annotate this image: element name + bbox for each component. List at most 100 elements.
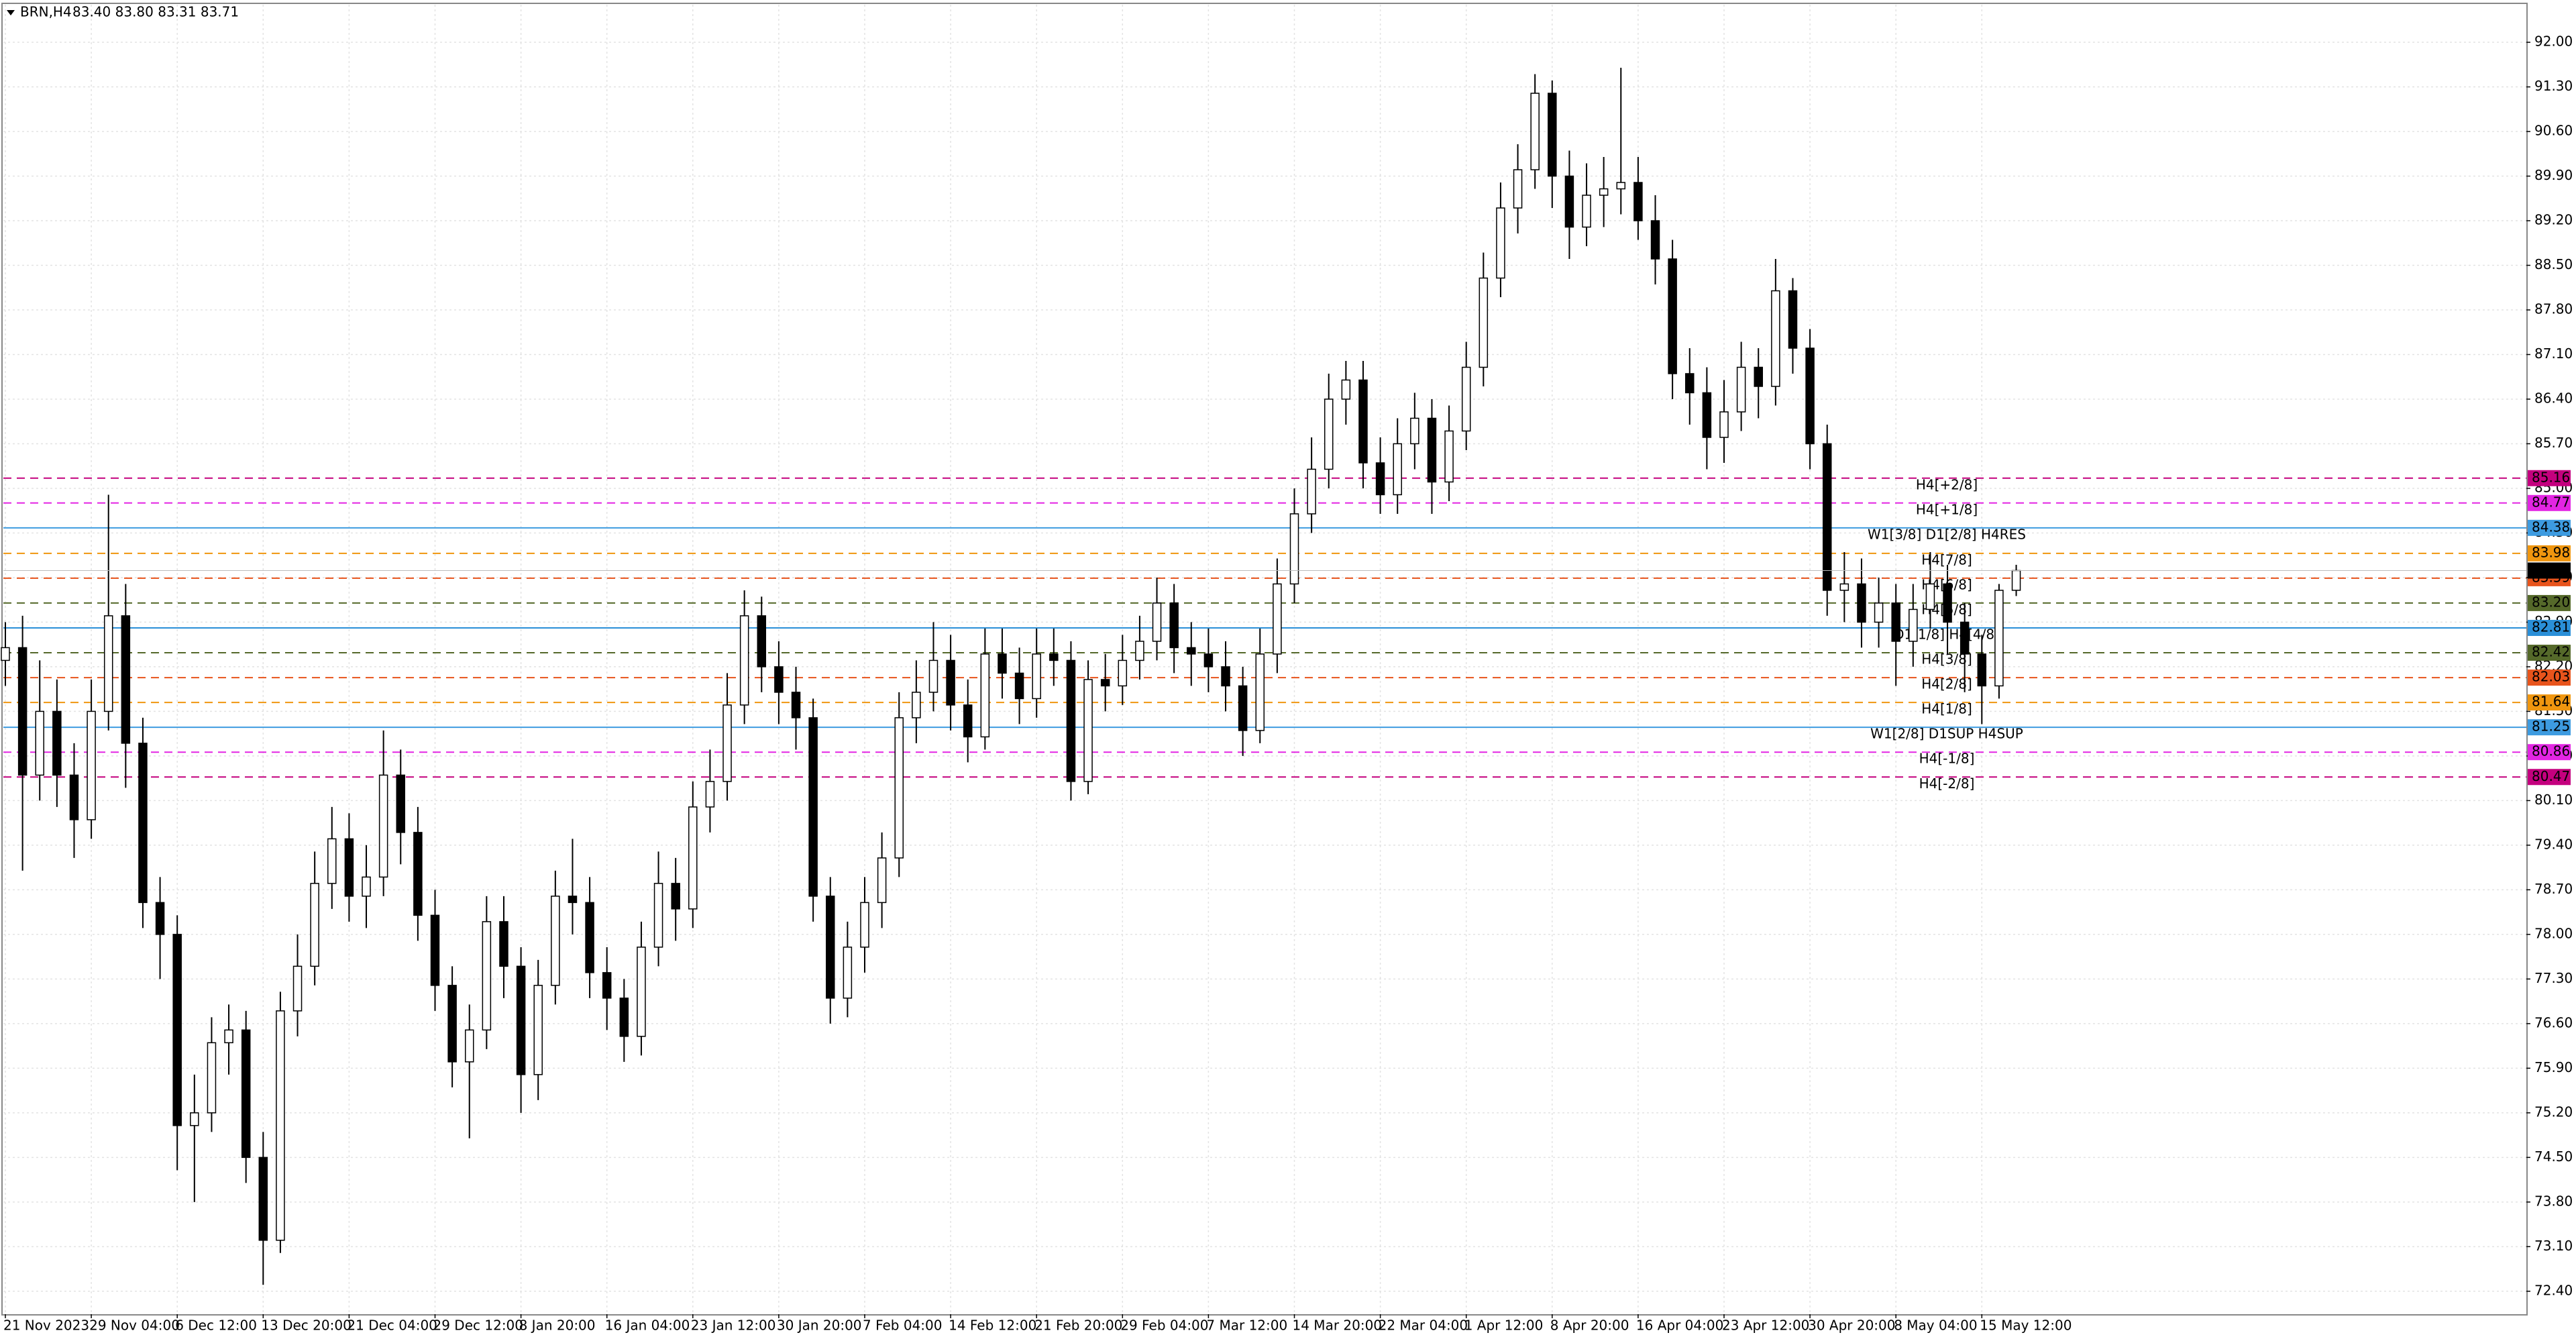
level-name: H4[2/8] — [1921, 676, 1972, 692]
candle-body — [447, 985, 457, 1063]
candle-body — [516, 965, 526, 1075]
x-tick-label: 29 Feb 04:00 — [1120, 1318, 1208, 1334]
y-tick-label: 90.60 — [2534, 123, 2573, 139]
candle-body — [1444, 430, 1454, 483]
candle-body — [87, 710, 96, 820]
candle-body — [877, 857, 887, 904]
candle-body — [1582, 195, 1591, 228]
candle-body — [1736, 366, 1746, 413]
level-tag-label: 82.03 — [2532, 669, 2570, 685]
candle-body — [190, 1112, 199, 1126]
candle-body — [1839, 583, 1849, 591]
y-tick-label: 74.50 — [2534, 1148, 2573, 1165]
level-tag — [2528, 769, 2571, 786]
y-tick-label: 72.40 — [2534, 1282, 2573, 1298]
candle-body — [499, 921, 508, 967]
candle-body — [224, 1029, 233, 1044]
candle-body — [1994, 590, 2004, 687]
candle-body — [155, 902, 165, 935]
candle-body — [585, 902, 594, 973]
level-name: H4[+2/8] — [1916, 476, 1978, 492]
candle-body — [276, 1010, 285, 1241]
candle-body — [1307, 468, 1316, 515]
x-tick-label: 15 May 12:00 — [1980, 1318, 2072, 1334]
level-tag — [2528, 670, 2571, 686]
symbol-title: BRN,H4 — [20, 4, 72, 20]
candle-body — [1909, 608, 1918, 642]
x-tick-label: 30 Jan 20:00 — [777, 1318, 862, 1334]
candle-body — [1822, 443, 1832, 591]
y-tick-label: 73.10 — [2534, 1238, 2573, 1254]
x-tick-label: 23 Apr 12:00 — [1722, 1318, 1809, 1334]
price-axis: 92.00 91.30 90.60 89.90 89.20 88.50 87.80 87.10… — [3, 34, 2573, 1334]
candle-body — [1203, 653, 1214, 667]
candle-body — [258, 1157, 268, 1241]
x-tick-label: 21 Dec 04:00 — [347, 1318, 437, 1334]
candle-body — [894, 717, 904, 859]
candle-body — [757, 615, 767, 667]
level-name: H4[+1/8] — [1916, 501, 1978, 517]
candle-body — [1719, 411, 1729, 438]
candle-body — [1341, 379, 1351, 400]
candle-body — [1479, 277, 1489, 368]
x-tick-label: 16 Jan 04:00 — [605, 1318, 690, 1334]
candle-body — [568, 896, 578, 904]
candle-body — [1273, 583, 1282, 655]
candle-body — [1255, 653, 1265, 731]
candle-body — [1066, 659, 1076, 782]
level-tag-label: 82.81 — [2532, 619, 2570, 635]
y-tick-label: 87.80 — [2534, 301, 2573, 317]
candle-body — [688, 806, 698, 910]
candle-body — [791, 692, 801, 718]
x-tick-label: 16 Apr 04:00 — [1636, 1318, 1723, 1334]
candle-body — [1874, 602, 1884, 623]
x-tick-label: 14 Feb 12:00 — [949, 1318, 1036, 1334]
candle-body — [413, 832, 423, 916]
y-tick-label: 91.30 — [2534, 78, 2573, 94]
candle-body — [1358, 379, 1368, 464]
candle-body — [1152, 602, 1162, 642]
x-tick-label: 22 Mar 04:00 — [1379, 1318, 1468, 1334]
candle-body — [327, 838, 337, 884]
candle-body — [722, 704, 732, 782]
candle-body — [1891, 602, 1900, 642]
candle-body — [1857, 583, 1866, 623]
level-tag — [2528, 494, 2571, 511]
x-tick-label: 13 Dec 20:00 — [261, 1318, 352, 1334]
x-tick-label: 1 Apr 12:00 — [1464, 1318, 1544, 1334]
y-tick-label: 89.20 — [2534, 212, 2573, 228]
candle-body — [482, 921, 492, 1031]
candle-body — [207, 1042, 217, 1114]
candle-body — [430, 914, 440, 986]
candle-body — [533, 985, 543, 1075]
candle-body — [1427, 417, 1437, 483]
y-tick-label: 87.10 — [2534, 345, 2573, 362]
candle-body — [1, 647, 10, 661]
level-tag-label: 83.20 — [2532, 594, 2570, 610]
level-tag-label: 80.47 — [2532, 768, 2570, 784]
level-tag — [2528, 719, 2571, 736]
level-tag-label: 83.98 — [2532, 544, 2570, 560]
candle-body — [1169, 602, 1179, 649]
candle-body — [860, 902, 869, 948]
candle-body — [1375, 462, 1385, 496]
candle-body — [1049, 653, 1059, 661]
candle-body — [35, 710, 44, 776]
level-tag — [2528, 594, 2571, 611]
candle-body — [1925, 583, 1935, 610]
x-tick-label: 8 Apr 20:00 — [1550, 1318, 1629, 1334]
candle-body — [138, 743, 148, 904]
level-tag-label: 82.42 — [2532, 644, 2570, 660]
candle-body — [637, 947, 646, 1037]
candle-body — [843, 947, 853, 999]
candle-body — [1083, 679, 1093, 782]
candle-body — [1650, 220, 1660, 260]
level-name: H4[-1/8] — [1919, 751, 1975, 767]
candle-body — [963, 704, 973, 738]
candle-body — [998, 653, 1007, 674]
candle-body — [1616, 182, 1626, 190]
candle-body — [103, 615, 113, 712]
candle-body — [464, 1029, 474, 1063]
candle-body — [826, 896, 835, 999]
x-tick-label: 29 Dec 12:00 — [433, 1318, 524, 1334]
